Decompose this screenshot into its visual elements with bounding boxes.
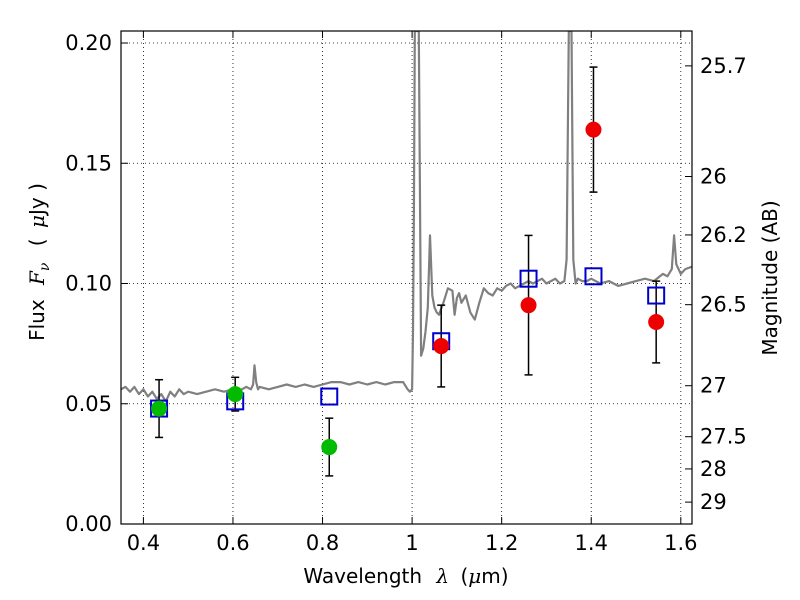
axis-ticks	[121, 31, 692, 525]
x-tick-label: 1	[405, 531, 418, 555]
y-axis-title-paren: (	[25, 238, 49, 246]
green-data-point	[227, 386, 244, 403]
green-data-point	[321, 439, 338, 456]
model-photometry-square	[320, 387, 339, 406]
y-tick-label: 0.00	[65, 512, 112, 536]
x-axis-title-mu: μ	[468, 564, 481, 588]
plot-frame	[120, 30, 693, 525]
x-tick-label: 1.2	[485, 531, 518, 555]
x-tick-label: 0.8	[306, 531, 339, 555]
y-axis-title-text: Flux	[25, 299, 49, 341]
x-tick-label: 0.4	[127, 531, 160, 555]
red-data-point	[520, 297, 537, 314]
y-tick-label: 0.15	[65, 151, 112, 175]
x-axis-title-paren: (	[460, 564, 468, 588]
grid-lines	[121, 31, 692, 525]
green-data-point	[151, 400, 168, 417]
marker-layer	[150, 121, 666, 456]
model-photometry-square	[647, 286, 666, 305]
y2-tick-label: 26.2	[700, 223, 747, 247]
y2-tick-label: 26.5	[700, 293, 747, 317]
y2-tick-label: 29	[700, 490, 727, 514]
y-axis-title-unit: Jy )	[25, 183, 49, 217]
x-tick-labels: 0.4 0.6 0.8 1 1.2 1.4 1.6	[127, 531, 698, 555]
y-tick-label: 0.05	[65, 392, 112, 416]
spectrum-layer	[121, 31, 692, 403]
spectrum-line	[121, 31, 692, 403]
y-axis-title-F: F	[25, 270, 49, 286]
y2-tick-label: 26	[700, 164, 727, 188]
model-photometry-square	[584, 267, 603, 286]
y2-tick-label: 27	[700, 374, 727, 398]
y2-tick-label: 27.5	[700, 425, 747, 449]
y-tick-label: 0.20	[65, 31, 112, 55]
x-tick-label: 0.6	[216, 531, 249, 555]
red-data-point	[648, 313, 665, 330]
red-data-point	[585, 121, 602, 138]
x-tick-label: 1.4	[575, 531, 608, 555]
y2-axis-title: Magnitude (AB)	[758, 200, 782, 355]
y-tick-label: 0.10	[65, 272, 112, 296]
errorbar-layer	[155, 66, 661, 477]
x-axis-title-lambda: λ	[435, 564, 449, 588]
red-data-point	[433, 338, 450, 355]
y-tick-labels: 0.00 0.05 0.10 0.15 0.20	[65, 31, 112, 536]
y-axis-title: Flux Fν ( μJy )	[25, 183, 54, 341]
y-axis-title-mu: μ	[25, 215, 49, 228]
y2-tick-label: 25.7	[700, 54, 747, 78]
y2-tick-labels: 25.7 26 26.2 26.5 27 27.5 28 29	[700, 54, 747, 514]
x-axis-title-unit: m)	[481, 564, 508, 588]
x-tick-label: 1.6	[664, 531, 697, 555]
x-axis-title: Wavelength λ (μm)	[303, 564, 508, 588]
model-photometry-square	[519, 269, 538, 288]
y2-tick-label: 28	[700, 457, 727, 481]
x-axis-title-text: Wavelength	[303, 564, 422, 588]
y-axis-title-nu: ν	[37, 262, 53, 271]
